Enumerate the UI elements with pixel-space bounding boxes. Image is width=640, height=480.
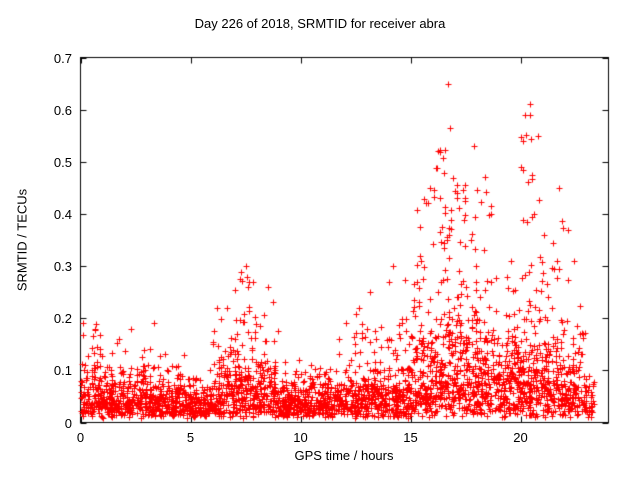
y-tick-label: 0.4 [53, 206, 72, 222]
y-tick-label: 0.5 [53, 154, 72, 170]
y-tick-label: 0.3 [53, 259, 72, 275]
y-tick-label: 0.2 [53, 311, 72, 327]
y-tick-label: 0.1 [53, 363, 72, 379]
y-tick-label: 0.6 [53, 102, 72, 118]
y-tick-label: 0.7 [53, 50, 72, 66]
x-tick-label: 0 [76, 430, 85, 445]
x-axis-label: GPS time / hours [294, 448, 394, 463]
x-tick-label: 20 [513, 430, 528, 445]
x-tick-label: 5 [186, 430, 195, 445]
chart-title: Day 226 of 2018, SRMTID for receiver abr… [194, 16, 446, 31]
x-tick-label: 10 [293, 430, 308, 445]
y-tick-label: 0 [64, 415, 72, 431]
x-tick-label: 15 [403, 430, 418, 445]
